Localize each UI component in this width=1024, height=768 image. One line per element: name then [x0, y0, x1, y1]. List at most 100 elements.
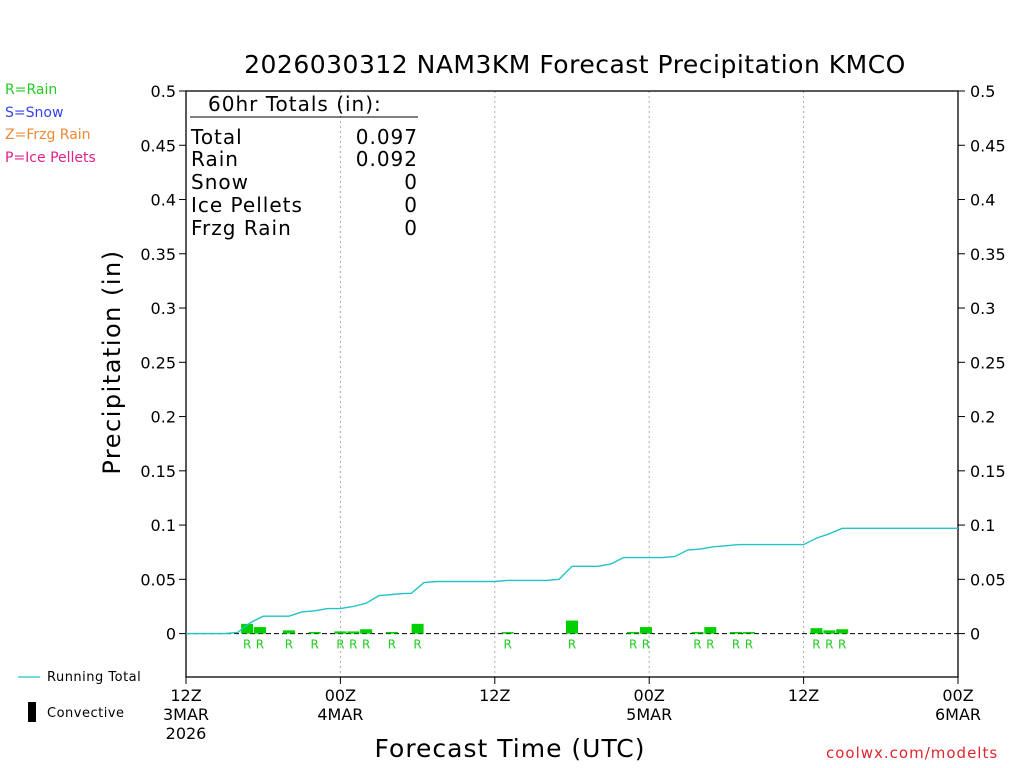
- running-total-line: [186, 527, 958, 635]
- precip-bar: [411, 623, 424, 634]
- convective-legend-label: Convective: [47, 706, 125, 721]
- x-tick-label: 4MAR: [317, 705, 363, 724]
- rain-marker: R: [825, 638, 833, 652]
- x-tick-label: 00Z: [634, 686, 665, 705]
- precip-bar: [334, 631, 347, 634]
- precip-bar: [704, 627, 717, 634]
- y-tick-label-right: 0.1: [970, 516, 995, 535]
- y-tick-label-right: 0.2: [970, 408, 995, 427]
- totals-box: 60hr Totals (in): Total 0.097 Rain 0.092…: [190, 92, 418, 240]
- totals-label-rain: Rain: [191, 147, 239, 171]
- legend-frzg-rain: Z=Frzg Rain: [5, 127, 91, 143]
- axis-ticks: 0 00.05 0.050.1 0.10.15 0.150.2 0.20.25 0.250.…: [140, 82, 1005, 743]
- totals-value-ice-pellets: 0: [404, 193, 418, 217]
- rain-marker: R: [362, 638, 370, 652]
- precip-bar: [282, 630, 295, 634]
- precip-bar: [742, 631, 755, 634]
- y-tick-label-left: 0.35: [140, 245, 176, 264]
- running-total-legend-label: Running Total: [47, 670, 142, 685]
- rain-marker: R: [838, 638, 846, 652]
- y-tick-label-left: 0.45: [140, 136, 176, 155]
- totals-label-snow: Snow: [191, 170, 249, 194]
- rain-marker: R: [349, 638, 357, 652]
- rain-marker: R: [706, 638, 714, 652]
- precip-bar: [385, 631, 398, 634]
- precip-bar: [627, 631, 640, 634]
- rain-marker: R: [568, 638, 576, 652]
- y-tick-label-right: 0.3: [970, 299, 995, 318]
- totals-label-ice-pellets: Ice Pellets: [191, 193, 303, 217]
- totals-heading: 60hr Totals (in):: [208, 92, 382, 116]
- precip-bar: [823, 630, 836, 634]
- legend-snow: S=Snow: [5, 105, 64, 121]
- precip-bar: [730, 631, 743, 634]
- running-total-polyline: [186, 527, 958, 635]
- y-tick-label-left: 0.3: [151, 299, 176, 318]
- precip-bar: [241, 623, 254, 634]
- precip-bars: [241, 620, 849, 634]
- precip-bar: [810, 628, 823, 634]
- rain-marker: R: [642, 638, 650, 652]
- rain-marker: R: [256, 638, 264, 652]
- totals-label-frzg-rain: Frzg Rain: [191, 216, 292, 240]
- rain-marker: R: [503, 638, 511, 652]
- precip-bar: [639, 627, 652, 634]
- rain-marker: R: [745, 638, 753, 652]
- x-tick-label: 00Z: [325, 686, 356, 705]
- precip-bar: [360, 629, 373, 634]
- x-axis-label: Forecast Time (UTC): [374, 734, 646, 763]
- rain-marker: R: [336, 638, 344, 652]
- x-tick-label: 5MAR: [626, 705, 672, 724]
- rain-marker: R: [812, 638, 820, 652]
- y-tick-label-right: 0.05: [970, 570, 1006, 589]
- x-tick-label: 12Z: [170, 686, 201, 705]
- y-tick-label-right: 0.25: [970, 353, 1006, 372]
- precip-bar: [691, 631, 704, 634]
- precip-bar: [347, 631, 360, 634]
- x-tick-label: 6MAR: [935, 705, 981, 724]
- rain-marker: R: [413, 638, 421, 652]
- precip-bar: [566, 620, 578, 634]
- y-tick-label-left: 0.05: [140, 570, 176, 589]
- legend-rain: R=Rain: [5, 82, 58, 98]
- plot-border: [185, 90, 959, 678]
- y-tick-label-left: 0.15: [140, 462, 176, 481]
- legend-ice-pellets: P=Ice Pellets: [5, 150, 96, 166]
- y-tick-label-left: 0.4: [151, 191, 176, 210]
- rain-marker: R: [310, 638, 318, 652]
- plot-frame: [185, 90, 959, 678]
- totals-value-total: 0.097: [356, 125, 418, 149]
- precip-bar: [308, 631, 321, 634]
- y-tick-label-right: 0: [970, 625, 980, 644]
- totals-value-frzg-rain: 0: [404, 216, 418, 240]
- y-tick-label-right: 0.4: [970, 191, 995, 210]
- rain-marker: R: [285, 638, 293, 652]
- x-tick-label: 2026: [166, 724, 207, 743]
- chart-title: 2026030312 NAM3KM Forecast Precipitation…: [244, 50, 906, 79]
- y-axis-label: Precipitation (in): [98, 249, 126, 474]
- y-tick-label-left: 0.5: [151, 82, 176, 101]
- y-tick-label-left: 0.1: [151, 516, 176, 535]
- x-tick-label: 12Z: [479, 686, 510, 705]
- y-tick-label-left: 0: [166, 625, 176, 644]
- rain-marker: R: [693, 638, 701, 652]
- grid-lines: [186, 91, 958, 677]
- y-tick-label-right: 0.35: [970, 245, 1006, 264]
- precip-bar: [501, 632, 514, 634]
- totals-value-snow: 0: [404, 170, 418, 194]
- x-tick-label: 00Z: [942, 686, 973, 705]
- x-tick-label: 3MAR: [163, 705, 209, 724]
- totals-label-total: Total: [190, 125, 243, 149]
- rain-marker: R: [388, 638, 396, 652]
- convective-legend-swatch: [28, 702, 36, 722]
- totals-value-rain: 0.092: [356, 147, 418, 171]
- rain-marker: R: [243, 638, 251, 652]
- y-tick-label-left: 0.25: [140, 353, 176, 372]
- x-tick-label: 12Z: [788, 686, 819, 705]
- y-tick-label-right: 0.45: [970, 136, 1006, 155]
- rain-marker: R: [732, 638, 740, 652]
- watermark: coolwx.com/modelts: [826, 744, 999, 762]
- precip-bar: [253, 627, 266, 634]
